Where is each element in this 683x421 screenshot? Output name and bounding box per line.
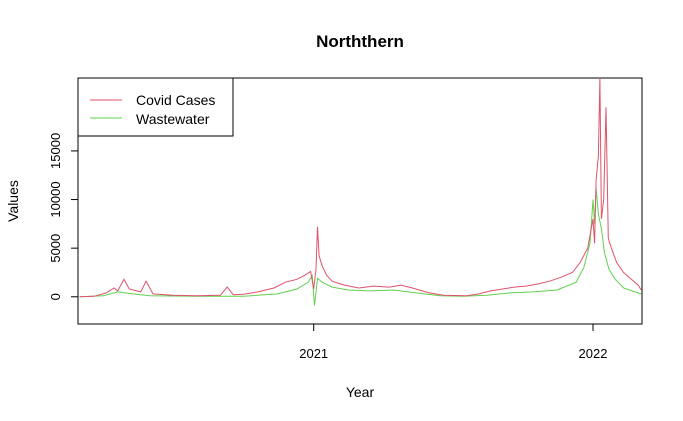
y-tick-label: 15000 xyxy=(48,133,63,169)
y-axis: 0 5000 10000 15000 xyxy=(48,133,79,300)
legend-label-wastewater: Wastewater xyxy=(136,111,210,127)
series-line-covid-cases xyxy=(79,77,642,298)
chart-title: Norththern xyxy=(316,32,404,51)
legend-label-covid-cases: Covid Cases xyxy=(136,92,215,108)
series-layer xyxy=(79,77,642,306)
x-tick-label: 2022 xyxy=(579,346,608,361)
x-axis-label: Year xyxy=(346,384,375,400)
y-tick-label: 10000 xyxy=(48,181,63,217)
y-tick-label: 5000 xyxy=(48,234,63,263)
y-tick-label: 0 xyxy=(48,293,63,300)
series-line-wastewater xyxy=(79,187,642,306)
x-tick-label: 2021 xyxy=(299,346,328,361)
legend: Covid Cases Wastewater xyxy=(77,77,234,137)
y-axis-label: Values xyxy=(5,180,21,222)
x-axis: 2021 2022 xyxy=(299,323,608,361)
legend-box xyxy=(77,77,234,137)
